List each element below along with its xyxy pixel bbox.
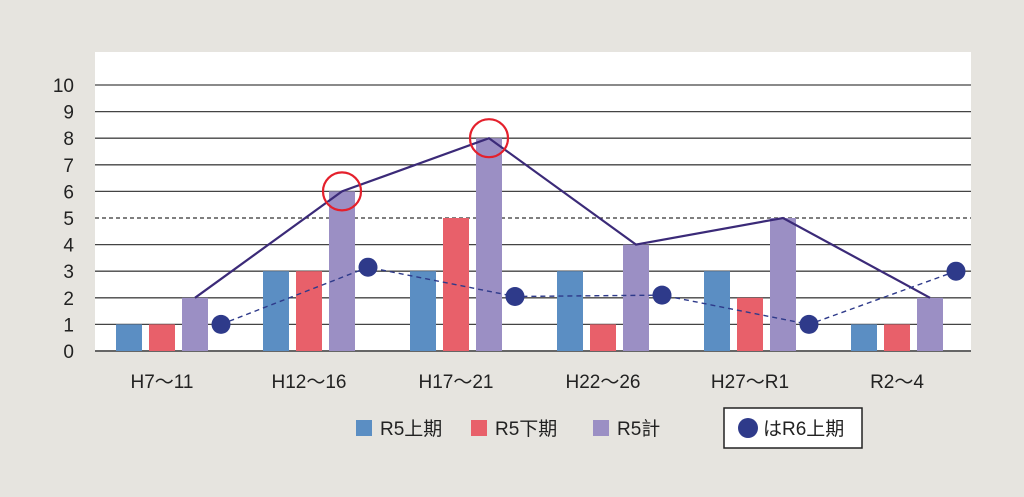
bar (851, 324, 877, 351)
legend-swatch (471, 420, 487, 436)
legend: R5上期 R5下期 R5計 はR6上期 (356, 407, 863, 449)
total-line (194, 136, 931, 299)
gridlines (95, 84, 971, 352)
legend-label: R5計 (617, 418, 660, 440)
r6-point (358, 257, 378, 277)
y-tick-label: 4 (63, 236, 74, 257)
y-tick-label: 9 (63, 103, 74, 124)
r6-point (946, 261, 966, 281)
x-category-label: R2～4 (870, 372, 924, 393)
x-category-label: H12～16 (272, 372, 347, 393)
bar (263, 271, 289, 351)
highlight-circle (468, 118, 510, 159)
legend-swatch (356, 420, 372, 436)
legend-label: R5上期 (380, 418, 442, 440)
y-tick-label: 6 (63, 182, 74, 203)
bar (296, 271, 322, 351)
highlight-circle (321, 171, 363, 212)
bar (149, 324, 175, 351)
r6-point (211, 314, 231, 334)
y-axis-ticks: 0 1 2 3 4 5 6 7 8 9 10 (53, 76, 75, 363)
legend-label: R5下期 (495, 418, 557, 440)
x-category-label: H17～21 (419, 372, 494, 393)
bar (329, 191, 355, 351)
x-category-label: H22～26 (566, 372, 641, 393)
bar (917, 297, 943, 351)
bar (182, 297, 208, 351)
y-tick-label: 10 (53, 76, 74, 97)
total-line-layer (194, 136, 931, 299)
bar (590, 324, 616, 351)
x-category-label: H27～R1 (711, 372, 789, 393)
y-tick-label: 5 (63, 209, 74, 230)
bar (410, 271, 436, 351)
y-tick-label: 8 (63, 129, 74, 150)
legend-dot-label: はR6上期 (763, 418, 844, 440)
bar (704, 271, 730, 351)
bar (737, 297, 763, 351)
bar (116, 324, 142, 351)
y-tick-label: 1 (63, 315, 74, 336)
r6-point (505, 286, 525, 306)
bar (476, 138, 502, 351)
legend-swatch (593, 420, 609, 436)
bar (884, 324, 910, 351)
y-tick-label: 7 (63, 156, 74, 177)
r6-dashed-line (220, 266, 957, 326)
bar (557, 271, 583, 351)
r6-dots-layer (211, 257, 966, 334)
y-tick-label: 2 (63, 289, 74, 310)
x-axis-categories: H7～11 H12～16 H17～21 H22～26 H27～R1 R2～4 (130, 372, 924, 393)
r6-point (799, 314, 819, 334)
r6-point (652, 285, 672, 305)
x-category-label: H7～11 (130, 372, 193, 393)
bar (623, 244, 649, 351)
bars (116, 138, 943, 351)
y-tick-label: 0 (63, 342, 74, 363)
legend-dot-marker (738, 418, 758, 438)
bar (770, 218, 796, 351)
plot-area (95, 52, 971, 352)
highlight-circles (321, 118, 510, 212)
y-tick-label: 3 (63, 262, 74, 283)
